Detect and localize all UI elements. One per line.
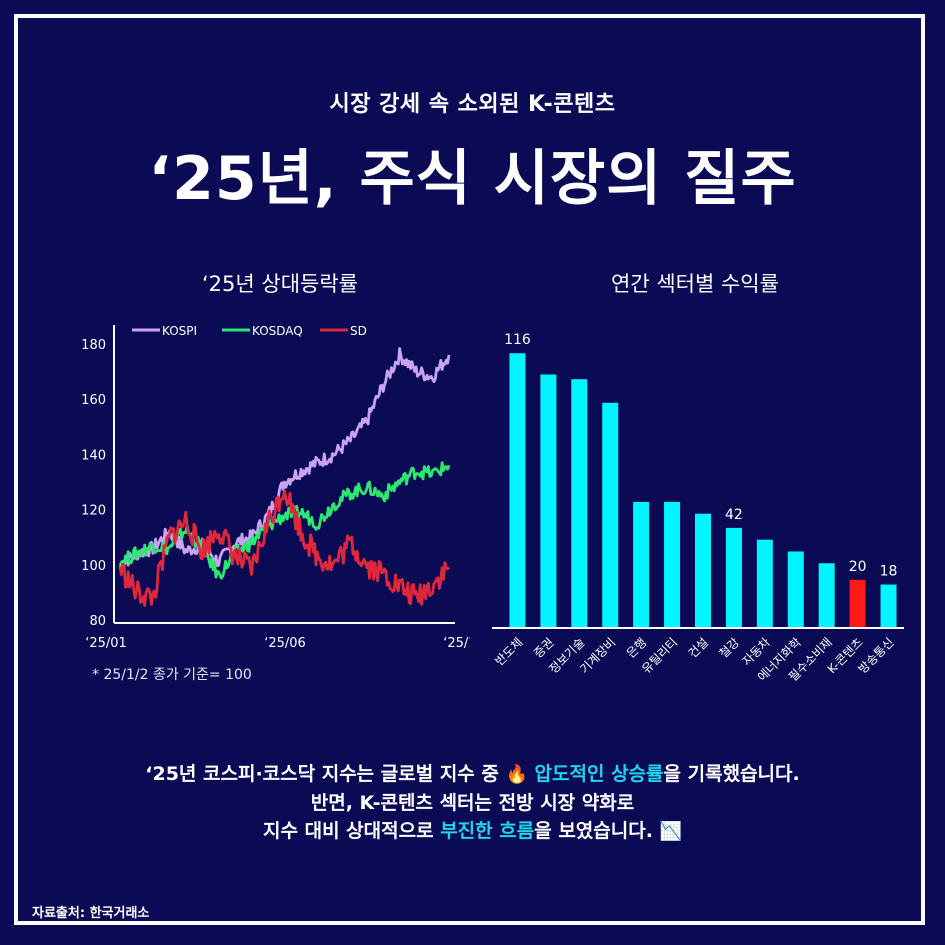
summary-text: ‘25년 코스피·코스닥 지수는 글로벌 지수 중 🔥 압도적인 상승률을 기록… <box>0 760 945 846</box>
y-tick-label: 80 <box>89 614 106 629</box>
summary-highlight-1: 압도적인 상승률 <box>534 763 664 785</box>
bar-value-label: 42 <box>725 507 743 523</box>
legend-label-kosdaq: KOSDAQ <box>252 324 303 338</box>
category-label-group: 철강 <box>717 635 743 661</box>
bar <box>695 513 711 627</box>
bar <box>664 501 681 627</box>
chart-note: * 25/1/2 종가 기준= 100 <box>92 667 252 683</box>
category-label-group: 은행 <box>623 635 649 661</box>
x-tick-label: ‘25/12 <box>443 636 470 651</box>
bar <box>633 501 650 627</box>
line-chart-title: ‘25년 상대등락률 <box>202 272 358 296</box>
y-tick-label: 100 <box>81 559 106 574</box>
category-label: 은행 <box>623 635 649 661</box>
bar-value-label: 20 <box>849 559 867 575</box>
y-tick-label: 180 <box>81 338 106 353</box>
y-tick-label: 120 <box>81 504 106 519</box>
category-label-group: 건설 <box>686 635 712 661</box>
bar <box>880 584 897 627</box>
category-label-group: 반도체 <box>492 635 525 668</box>
y-tick-label: 140 <box>81 448 106 463</box>
chart-down-icon: 📉 <box>659 821 682 842</box>
bar <box>818 563 835 627</box>
series-line-sd <box>118 489 450 607</box>
bar <box>756 539 773 627</box>
bar <box>571 379 588 627</box>
category-label: 증권 <box>531 635 557 661</box>
x-tick-label: ‘25/06 <box>264 636 306 651</box>
fire-icon: 🔥 <box>505 764 528 785</box>
source-credit: 자료출처: 한국거래소 <box>32 906 150 921</box>
summary-line-3-post: 을 보였습니다. <box>534 820 660 842</box>
x-tick-label: ‘25/01 <box>85 636 127 651</box>
bar <box>509 353 526 627</box>
y-tick-label: 160 <box>81 393 106 408</box>
summary-line-1-pre: ‘25년 코스피·코스닥 지수는 글로벌 지수 중 <box>145 763 506 785</box>
border-frame <box>14 14 925 925</box>
summary-line-3: 지수 대비 상대적으로 부진한 흐름을 보였습니다. 📉 <box>0 817 945 846</box>
summary-line-1-post: 을 기록했습니다. <box>663 763 800 785</box>
summary-line-3-pre: 지수 대비 상대적으로 <box>263 820 441 842</box>
category-label: 철강 <box>717 635 743 661</box>
summary-line-2: 반면, K-콘텐츠 섹터는 전방 시장 약화로 <box>310 792 635 814</box>
line-chart: 80 100 120 140 160 180 ‘25/01 ‘25/06 ‘25/12 KOSPI… <box>81 324 470 651</box>
bar <box>602 402 619 627</box>
summary-highlight-2: 부진한 흐름 <box>440 820 535 842</box>
legend-label-kospi: KOSPI <box>162 324 197 338</box>
bar-value-label: 18 <box>880 564 898 580</box>
category-label: 반도체 <box>492 635 525 668</box>
bar <box>787 551 804 627</box>
bar <box>725 527 742 627</box>
bar <box>849 579 866 627</box>
subtitle: 시장 강세 속 소외된 K-콘텐츠 <box>329 92 616 117</box>
summary-line-1: ‘25년 코스피·코스닥 지수는 글로벌 지수 중 🔥 압도적인 상승률을 기록… <box>0 760 945 789</box>
bar-value-label: 116 <box>504 332 531 348</box>
legend-label-sd: SD <box>350 324 367 338</box>
category-label: 건설 <box>686 635 712 661</box>
category-label-group: 증권 <box>531 635 557 661</box>
series-line-kosdaq <box>118 461 451 580</box>
page-title: ‘25년, 주식 시장의 질주 <box>148 144 797 214</box>
bar-chart-title: 연간 섹터별 수익률 <box>611 272 779 296</box>
bar <box>540 374 557 627</box>
